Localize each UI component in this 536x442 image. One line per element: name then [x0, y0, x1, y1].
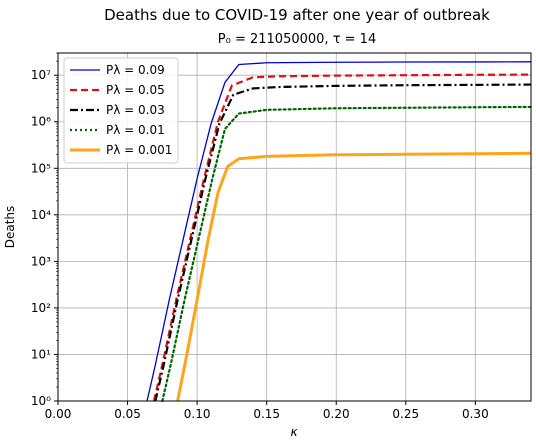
- x-tick-label: 0.10: [184, 407, 211, 421]
- legend-label: Pλ = 0.09: [106, 63, 165, 77]
- y-ticks: 10⁰ 10¹ 10² 10³ 10⁴ 10⁵ 10⁶ 10⁷: [31, 52, 58, 408]
- x-tick-label: 0.15: [253, 407, 280, 421]
- legend-items: Pλ = 0.09 Pλ = 0.05 Pλ = 0.03 Pλ = 0.01 Pλ =…: [70, 63, 172, 157]
- plot-frame: [57, 52, 532, 402]
- x-tick-label: 0.20: [323, 407, 350, 421]
- legend: Pλ = 0.09 Pλ = 0.05 Pλ = 0.03 Pλ = 0.01 Pλ =…: [63, 57, 179, 164]
- x-axis-label: κ: [290, 425, 298, 439]
- y-tick-label: 10²: [31, 301, 51, 315]
- y-tick-label: 10⁰: [31, 394, 51, 408]
- chart-subtitle: P₀ = 211050000, τ = 14: [218, 32, 376, 47]
- x-ticks: 0.00 0.05 0.10 0.15 0.20 0.25 0.30: [45, 401, 489, 421]
- legend-label: Pλ = 0.03: [106, 103, 165, 117]
- y-tick-label: 10³: [31, 254, 51, 268]
- grid: [57, 53, 531, 402]
- series-line-1: [146, 61, 532, 402]
- x-tick-label: 0.25: [392, 407, 419, 421]
- legend-label: Pλ = 0.05: [106, 83, 165, 97]
- series-line-2: [152, 73, 532, 402]
- series-layer: [146, 61, 533, 403]
- series-line-5: [176, 151, 532, 402]
- y-tick-label: 10⁶: [31, 115, 51, 129]
- legend-label: Pλ = 0.001: [106, 143, 172, 157]
- legend-label: Pλ = 0.01: [106, 123, 165, 137]
- y-tick-label: 10⁴: [31, 208, 51, 222]
- legend-box: [63, 57, 179, 164]
- y-axis-label: Deaths: [3, 206, 17, 249]
- series-line-3: [154, 83, 532, 402]
- y-tick-label: 10⁵: [31, 161, 51, 175]
- series-line-4: [161, 105, 533, 403]
- x-tick-label: 0.05: [114, 407, 141, 421]
- y-tick-label: 10¹: [31, 347, 51, 361]
- x-tick-label: 0.00: [45, 407, 72, 421]
- x-tick-label: 0.30: [462, 407, 489, 421]
- y-tick-label: 10⁷: [31, 68, 51, 82]
- chart-title: Deaths due to COVID-19 after one year of…: [104, 6, 490, 24]
